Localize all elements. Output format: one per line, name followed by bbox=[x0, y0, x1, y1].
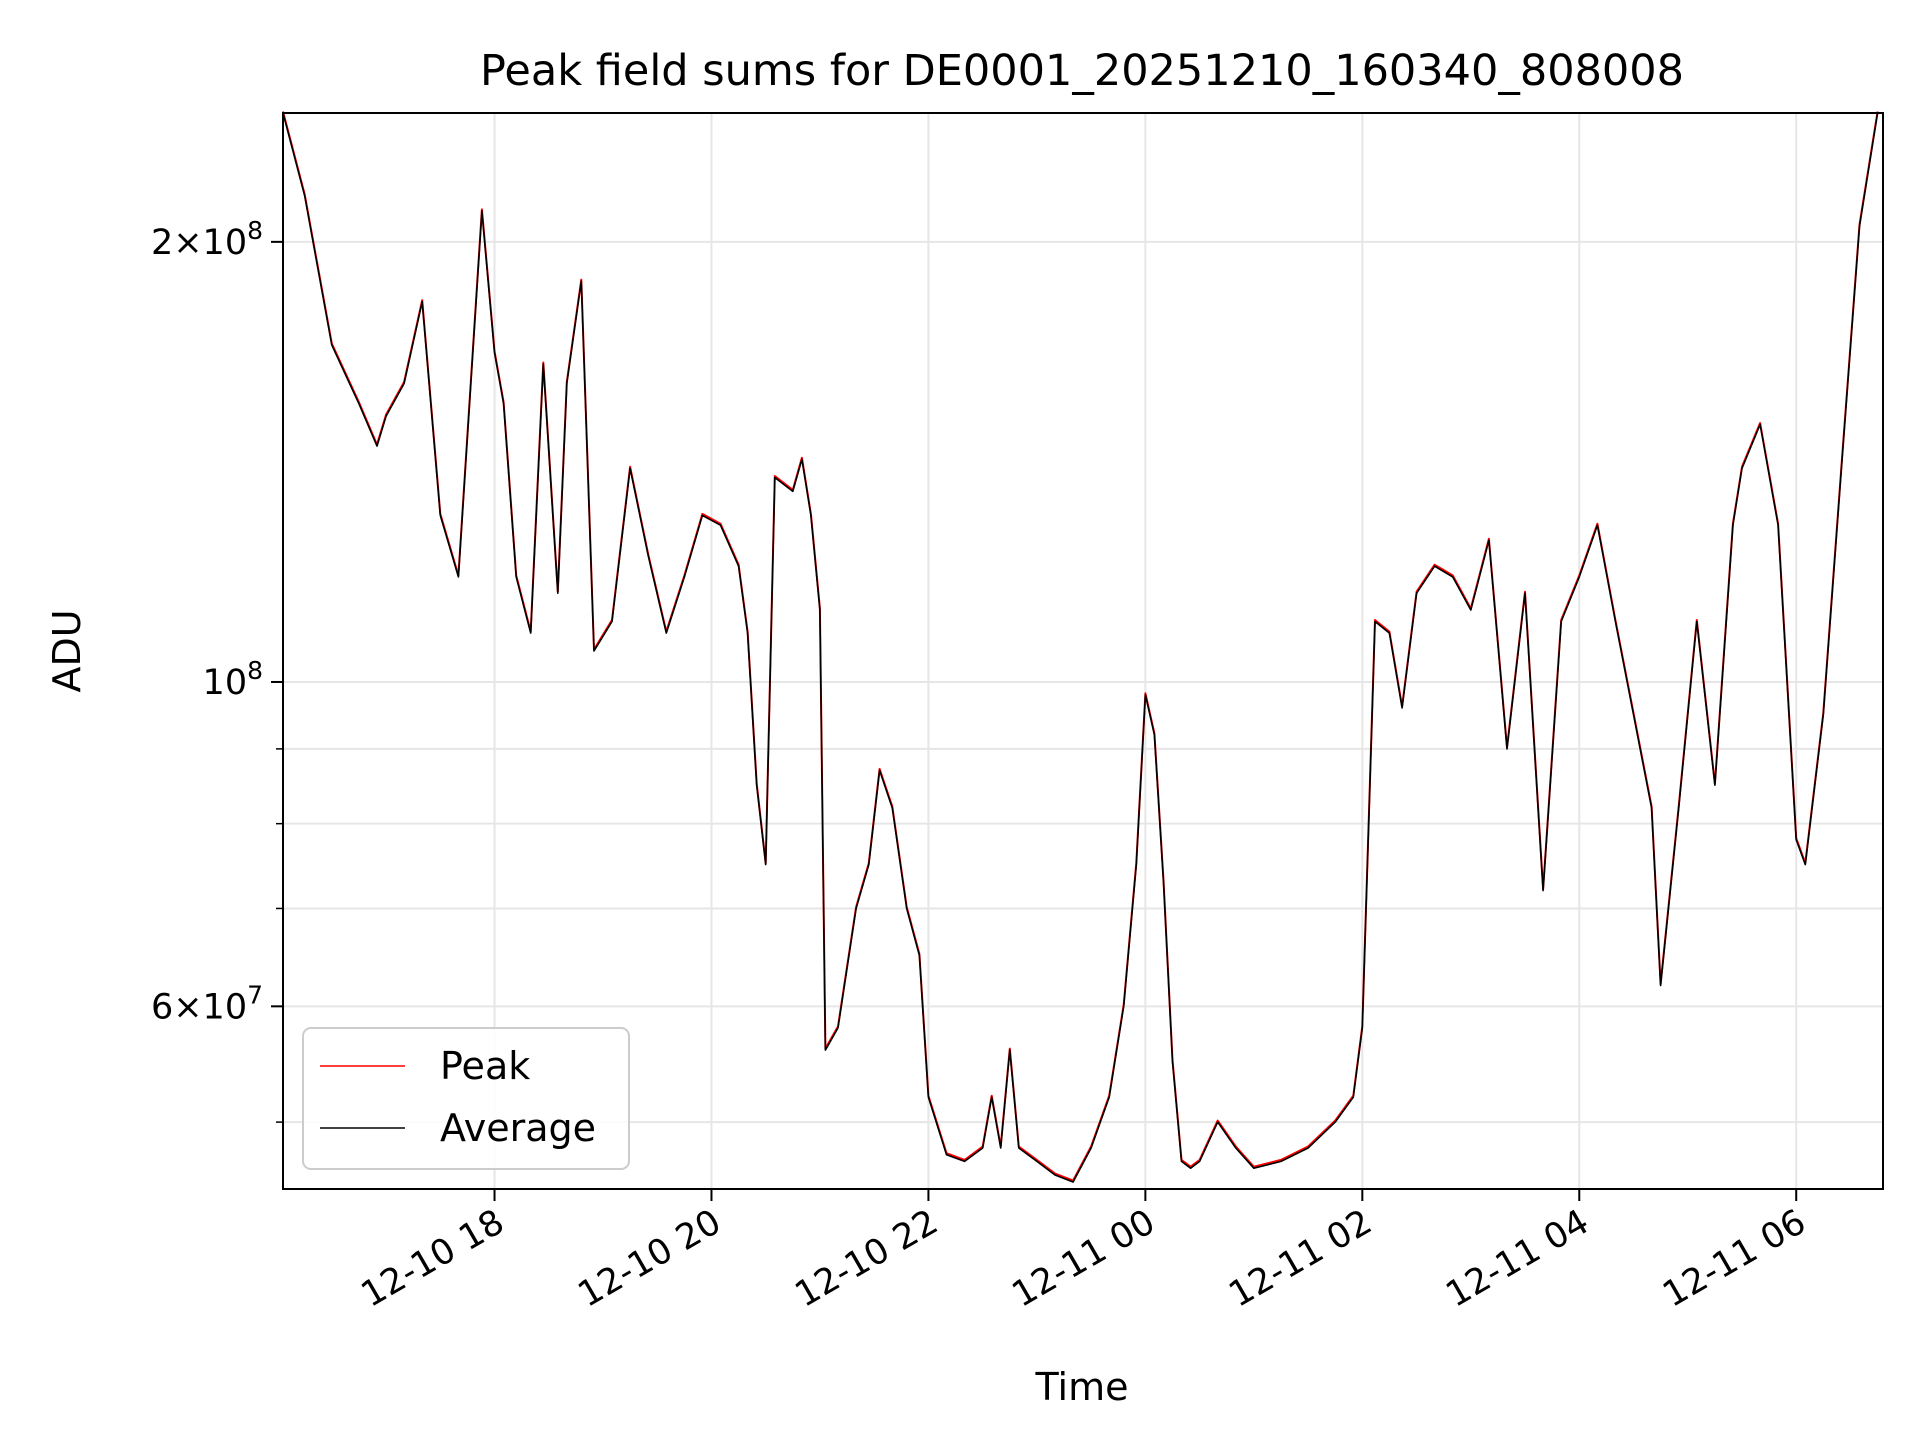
y-axis: 6×107 108 2×108 bbox=[151, 216, 283, 1123]
x-axis-label: Time bbox=[1035, 1365, 1129, 1409]
legend: Peak Average bbox=[302, 1027, 630, 1170]
legend-label-peak: Peak bbox=[440, 1044, 530, 1088]
plot-frame bbox=[282, 112, 1884, 1190]
plot-lines bbox=[282, 111, 1879, 1183]
grid bbox=[283, 113, 1883, 1189]
chart-title: Peak field sums for DE0001_20251210_1603… bbox=[480, 46, 1684, 96]
y-tick-label: 6×107 bbox=[151, 980, 263, 1027]
y-tick-label: 2×108 bbox=[151, 216, 263, 263]
y-axis-label: ADU bbox=[45, 609, 89, 692]
series-line-average bbox=[282, 112, 1879, 1183]
legend-label-average: Average bbox=[440, 1106, 596, 1150]
y-tick-label: 108 bbox=[203, 656, 263, 703]
legend-box bbox=[302, 1027, 630, 1170]
